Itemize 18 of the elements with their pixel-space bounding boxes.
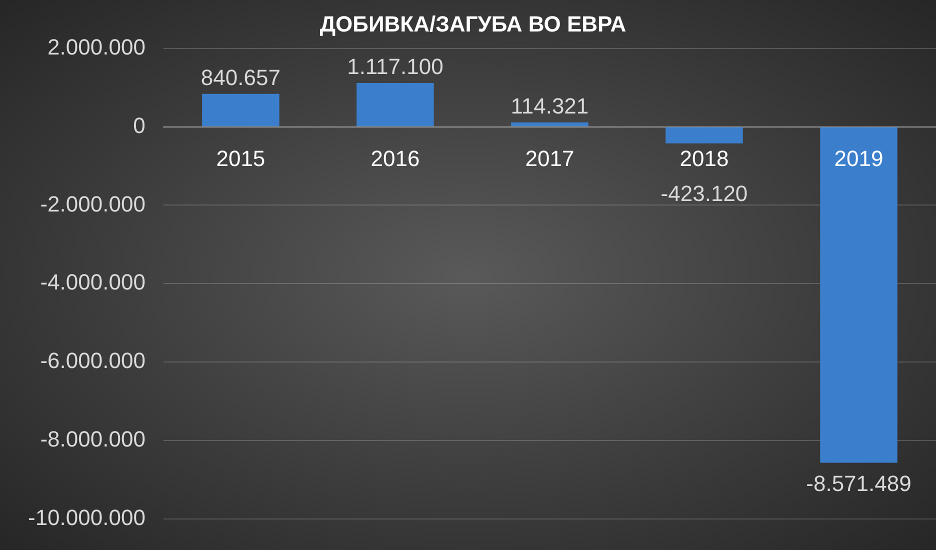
chart-title: ДОБИВКА/ЗАГУБА ВО ЕВРА	[320, 11, 626, 36]
data-label: -8.571.489	[806, 470, 912, 496]
data-label: 114.321	[510, 93, 589, 118]
y-tick-label: -6.000.000	[40, 348, 146, 374]
y-tick-label: 0	[133, 112, 146, 138]
y-tick-label: -8.000.000	[40, 426, 146, 452]
data-label: 840.657	[200, 64, 280, 90]
x-tick-label: 2017	[525, 146, 574, 172]
y-tick-label: -10.000.000	[28, 504, 146, 530]
x-tick-label: 2015	[216, 146, 266, 172]
data-label: -423.120	[660, 180, 748, 206]
x-tick-label: 2016	[370, 146, 420, 172]
y-tick-label: -2.000.000	[40, 191, 146, 216]
x-tick-label: 2018	[680, 146, 729, 172]
y-tick-label: -4.000.000	[40, 270, 146, 295]
y-tick-label: 2.000.000	[48, 34, 146, 60]
x-tick-label: 2019	[834, 146, 884, 172]
data-label: 1.117.100	[347, 54, 444, 80]
